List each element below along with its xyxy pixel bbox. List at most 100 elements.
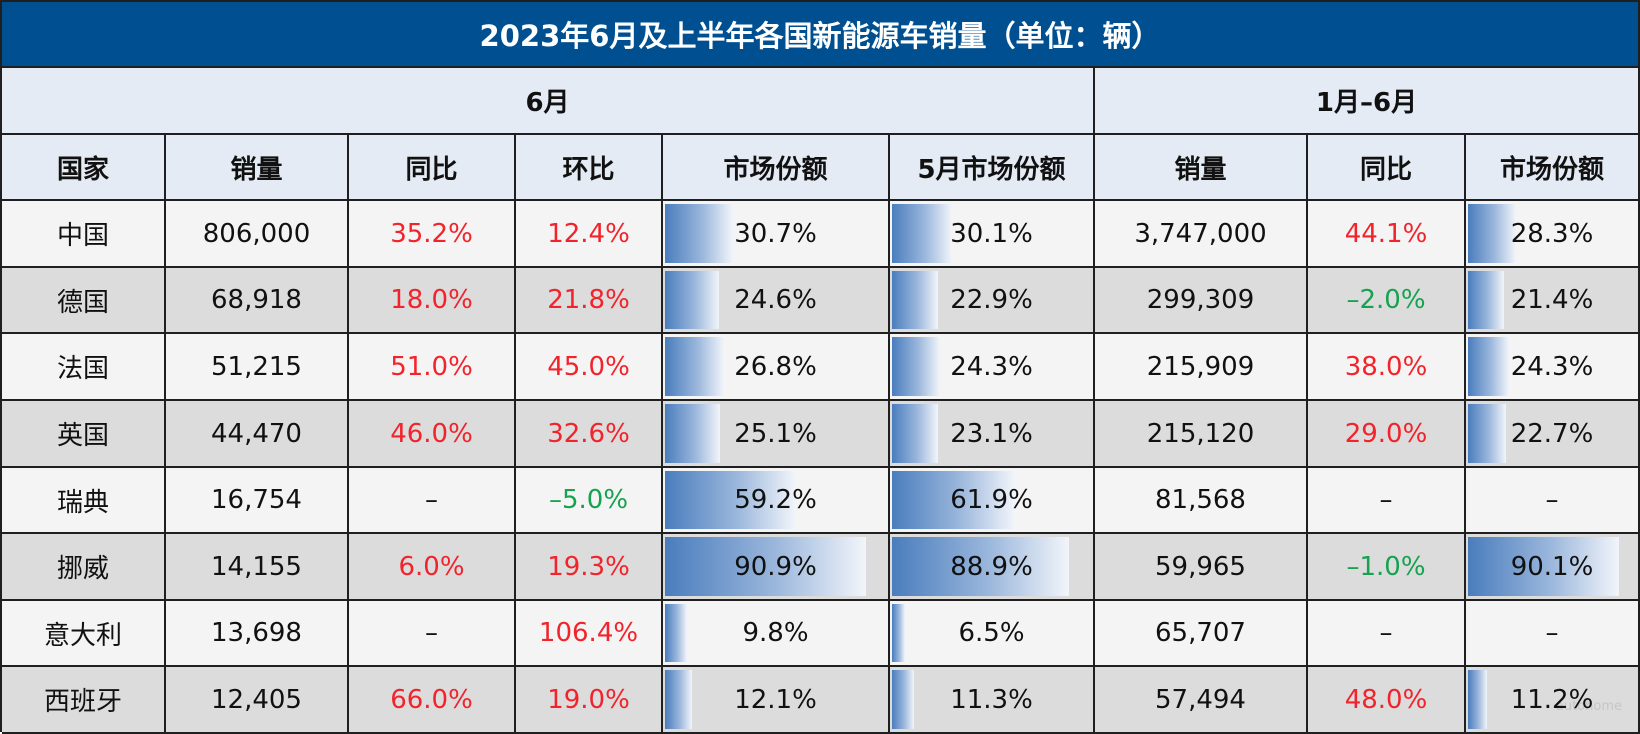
share-value: 24.3% <box>950 351 1033 382</box>
table-cell-june-sales: 68,918 <box>166 268 349 334</box>
column-header-june-yoy: 同比 <box>349 135 516 201</box>
table-cell-may-share: 88.9% <box>890 534 1095 601</box>
share-bar <box>1468 670 1487 729</box>
table-cell-h1-yoy: 44.1% <box>1308 201 1466 268</box>
table-cell-june-share: 90.9% <box>663 534 890 601</box>
share-bar <box>892 404 938 463</box>
share-bar <box>665 404 720 463</box>
share-bar <box>1468 271 1504 329</box>
table-cell-june-yoy: – <box>349 468 516 534</box>
share-value: 26.8% <box>734 351 817 382</box>
table-cell-h1-yoy: 38.0% <box>1308 334 1466 401</box>
share-value: 11.3% <box>950 684 1033 715</box>
share-bar <box>1468 537 1619 596</box>
column-header-country: 国家 <box>2 135 166 201</box>
table-cell-june-sales: 44,470 <box>166 401 349 468</box>
share-bar <box>892 471 1015 529</box>
share-bar <box>1468 404 1506 463</box>
share-bar <box>892 337 940 396</box>
share-value: 30.1% <box>950 218 1033 249</box>
table-cell-h1-share: 28.3% <box>1466 201 1640 268</box>
table-cell-june-yoy: 51.0% <box>349 334 516 401</box>
table-cell-h1-sales: 57,494 <box>1095 667 1308 734</box>
table-cell-june-mom: –5.0% <box>516 468 663 534</box>
column-header-may-share: 5月市场份额 <box>890 135 1095 201</box>
table-cell-june-share: 30.7% <box>663 201 890 268</box>
table-cell-h1-share: 11.2% <box>1466 667 1640 734</box>
share-value: 25.1% <box>734 418 817 449</box>
table-cell-h1-yoy: 48.0% <box>1308 667 1466 734</box>
share-bar <box>892 670 914 729</box>
share-bar <box>665 471 796 529</box>
table-cell-h1-share: 90.1% <box>1466 534 1640 601</box>
table-cell-h1-sales: 215,120 <box>1095 401 1308 468</box>
table-cell-may-share: 30.1% <box>890 201 1095 268</box>
share-bar <box>665 337 724 396</box>
column-header-h1-sales: 销量 <box>1095 135 1308 201</box>
table-cell-h1-yoy: 29.0% <box>1308 401 1466 468</box>
table-cell-june-sales: 16,754 <box>166 468 349 534</box>
table-cell-country: 西班牙 <box>2 667 166 734</box>
share-bar <box>1468 337 1509 396</box>
table-cell-country: 法国 <box>2 334 166 401</box>
table-cell-june-mom: 45.0% <box>516 334 663 401</box>
table-cell-country: 瑞典 <box>2 468 166 534</box>
table-cell-june-sales: 806,000 <box>166 201 349 268</box>
table-cell-h1-sales: 3,747,000 <box>1095 201 1308 268</box>
table-cell-june-sales: 14,155 <box>166 534 349 601</box>
share-value: 6.5% <box>958 618 1025 648</box>
table-cell-june-yoy: 46.0% <box>349 401 516 468</box>
share-bar <box>892 537 1069 596</box>
table-cell-june-yoy: – <box>349 601 516 667</box>
table-cell-june-mom: 19.0% <box>516 667 663 734</box>
share-bar <box>665 537 866 596</box>
share-value: 24.6% <box>734 285 817 315</box>
table-cell-june-yoy: 66.0% <box>349 667 516 734</box>
share-value: 24.3% <box>1510 351 1594 382</box>
table-cell-h1-sales: 215,909 <box>1095 334 1308 401</box>
table-cell-h1-share: – <box>1466 468 1640 534</box>
share-value: 30.7% <box>734 218 817 249</box>
table-cell-june-share: 9.8% <box>663 601 890 667</box>
table-cell-may-share: 22.9% <box>890 268 1095 334</box>
share-value: 61.9% <box>950 485 1033 515</box>
table-cell-june-mom: 19.3% <box>516 534 663 601</box>
share-value: 11.2% <box>1510 684 1594 715</box>
share-value: 88.9% <box>950 551 1033 582</box>
share-bar <box>665 271 719 329</box>
table-cell-h1-sales: 65,707 <box>1095 601 1308 667</box>
column-header-june-sales: 销量 <box>166 135 349 201</box>
share-value: 9.8% <box>742 618 809 648</box>
share-value: 28.3% <box>1510 218 1594 249</box>
table-cell-h1-share: 21.4% <box>1466 268 1640 334</box>
table-cell-country: 中国 <box>2 201 166 268</box>
table-cell-h1-share: 24.3% <box>1466 334 1640 401</box>
table-cell-june-share: 59.2% <box>663 468 890 534</box>
share-bar <box>892 204 952 263</box>
share-value: 21.4% <box>1510 285 1594 315</box>
group-header-h1: 1月–6月 <box>1095 68 1640 135</box>
table-cell-h1-share: – <box>1466 601 1640 667</box>
share-value: 90.9% <box>734 551 817 582</box>
table-cell-h1-share: 22.7% <box>1466 401 1640 468</box>
table-cell-h1-yoy: – <box>1308 601 1466 667</box>
table-cell-june-mom: 21.8% <box>516 268 663 334</box>
table-cell-june-sales: 51,215 <box>166 334 349 401</box>
share-value: 22.9% <box>950 285 1033 315</box>
share-bar <box>665 604 687 662</box>
table-cell-june-share: 24.6% <box>663 268 890 334</box>
share-bar <box>665 204 733 263</box>
share-bar <box>892 271 938 329</box>
table-cell-may-share: 24.3% <box>890 334 1095 401</box>
table-cell-may-share: 23.1% <box>890 401 1095 468</box>
table-cell-h1-sales: 59,965 <box>1095 534 1308 601</box>
share-value: 22.7% <box>1510 418 1594 449</box>
table-cell-june-share: 25.1% <box>663 401 890 468</box>
table-cell-h1-yoy: – <box>1308 468 1466 534</box>
share-bar <box>1468 204 1516 263</box>
table-cell-june-share: 26.8% <box>663 334 890 401</box>
share-value: 23.1% <box>950 418 1033 449</box>
table-cell-june-share: 12.1% <box>663 667 890 734</box>
table-cell-june-yoy: 6.0% <box>349 534 516 601</box>
